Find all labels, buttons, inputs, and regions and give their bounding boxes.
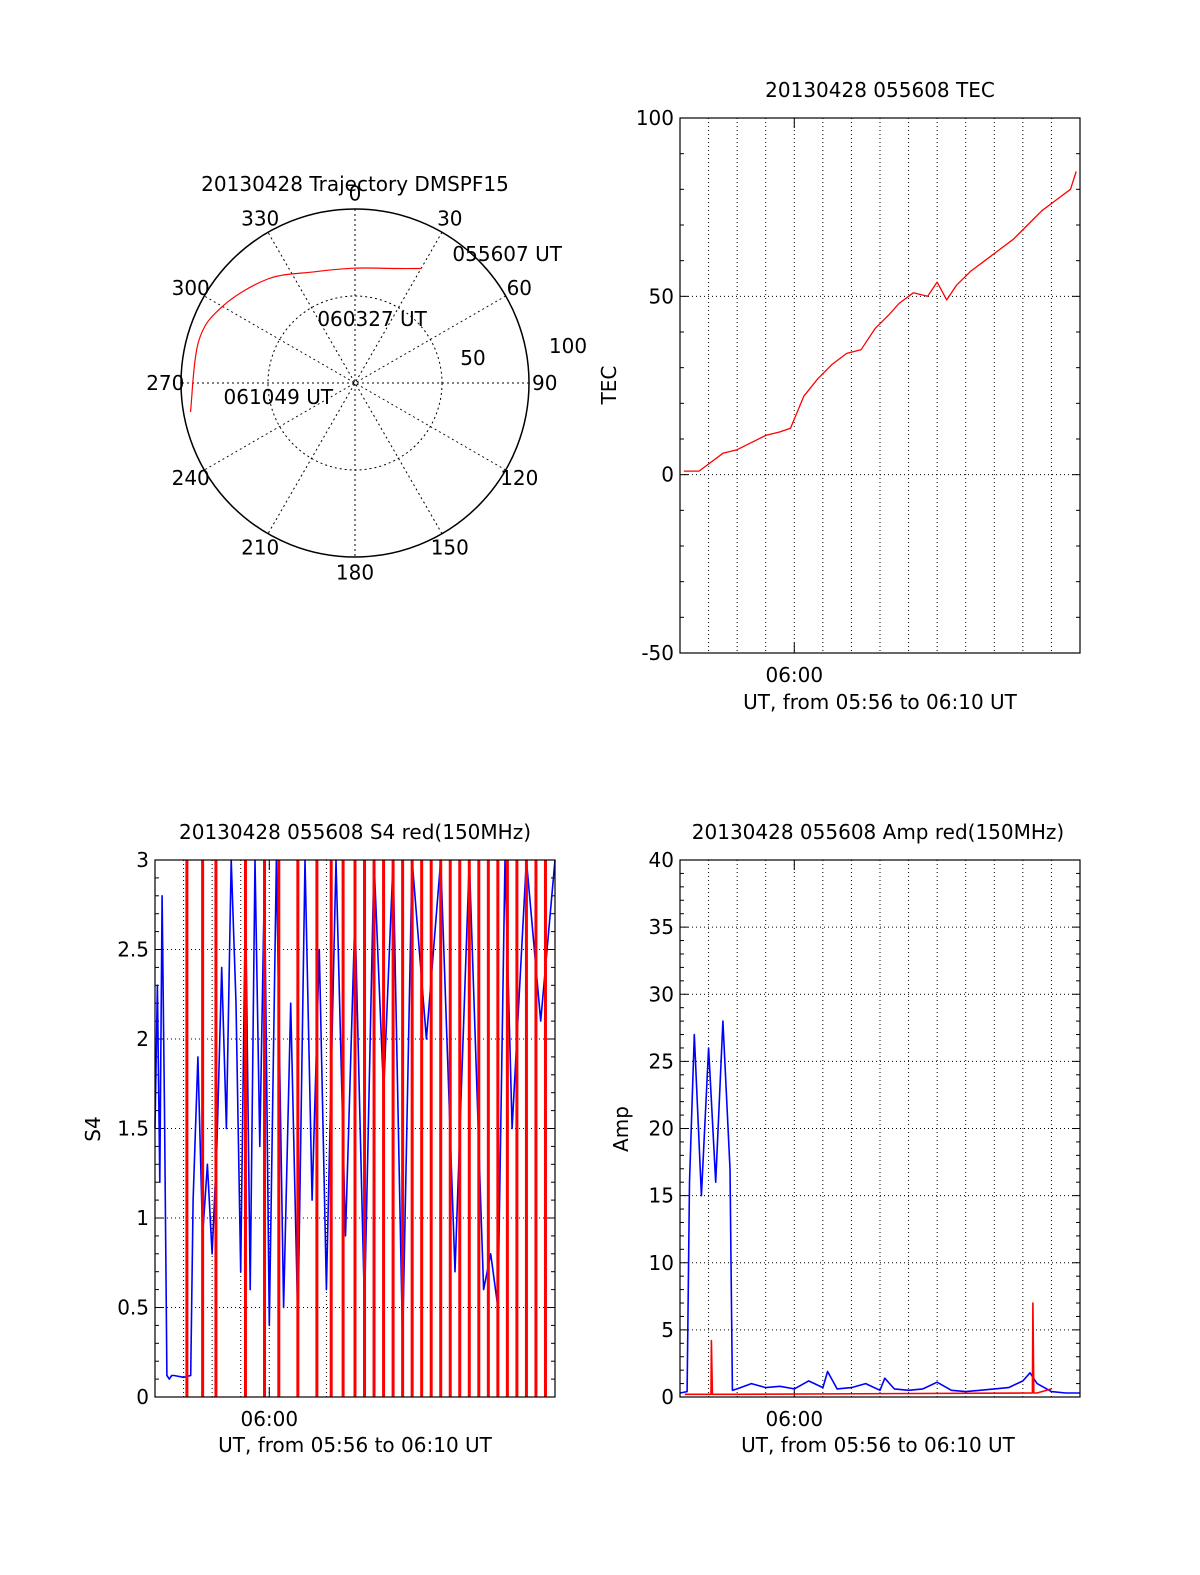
s4-y-tick-label: 2 bbox=[136, 1027, 149, 1051]
s4-y-tick-label: 0 bbox=[136, 1385, 149, 1409]
azimuth-label-330: 330 bbox=[241, 207, 279, 231]
s4-x-axis-label: UT, from 05:56 to 06:10 UT bbox=[218, 1433, 493, 1457]
s4-y-tick-label: 2.5 bbox=[117, 938, 149, 962]
s4-y-tick-label: 1.5 bbox=[117, 1117, 149, 1141]
trajectory-mid-label: 060327 UT bbox=[317, 307, 427, 331]
amp-title: 20130428 055608 Amp red(150MHz) bbox=[692, 820, 1064, 844]
amp-y-tick-label: 30 bbox=[649, 982, 674, 1006]
s4-y-axis-label: S4 bbox=[81, 1116, 105, 1141]
amp-series-red bbox=[684, 1302, 1052, 1396]
s4-title: 20130428 055608 S4 red(150MHz) bbox=[179, 820, 531, 844]
s4-y-tick-label: 1 bbox=[136, 1206, 149, 1230]
tec-series-red bbox=[683, 171, 1077, 472]
polar-spoke bbox=[267, 232, 443, 534]
amp-y-tick-label: 0 bbox=[661, 1385, 674, 1409]
tec-y-tick-label: 0 bbox=[661, 463, 674, 487]
trajectory-plot: 20130428 Trajectory DMSPF15 0 30 60 90 1… bbox=[146, 172, 587, 585]
amp-y-tick-label: 10 bbox=[649, 1251, 674, 1275]
radius-label-50: 50 bbox=[460, 346, 485, 370]
s4-y-tick-label: 3 bbox=[136, 848, 149, 872]
radius-label-100: 100 bbox=[549, 334, 587, 358]
tec-y-axis-label: TEC bbox=[597, 366, 621, 406]
tec-plot: 20130428 055608 TEC -50 0 50 100 06:00 U… bbox=[597, 78, 1081, 714]
azimuth-label-270: 270 bbox=[146, 371, 184, 395]
azimuth-label-150: 150 bbox=[431, 535, 469, 559]
azimuth-label-30: 30 bbox=[437, 207, 462, 231]
azimuth-label-180: 180 bbox=[336, 561, 374, 585]
amp-x-axis-label: UT, from 05:56 to 06:10 UT bbox=[741, 1433, 1016, 1457]
tec-y-tick-label: 100 bbox=[636, 106, 674, 130]
amp-plot-frame bbox=[679, 859, 1081, 1398]
trajectory-end-label: 061049 UT bbox=[224, 385, 334, 409]
amp-plot: 20130428 055608 Amp red(150MHz) 0 5 10 1… bbox=[609, 820, 1081, 1457]
azimuth-label-0: 0 bbox=[349, 181, 362, 205]
amp-y-tick-label: 35 bbox=[649, 915, 674, 939]
azimuth-label-120: 120 bbox=[500, 466, 538, 490]
polar-spoke bbox=[267, 232, 443, 534]
amp-y-tick-label: 20 bbox=[649, 1117, 674, 1141]
s4-plot: 20130428 055608 S4 red(150MHz) 0 0.5 1 1… bbox=[81, 820, 556, 1457]
azimuth-label-300: 300 bbox=[172, 276, 210, 300]
azimuth-label-210: 210 bbox=[241, 535, 279, 559]
tec-y-tick-label: -50 bbox=[641, 641, 674, 665]
trajectory-title: 20130428 Trajectory DMSPF15 bbox=[201, 172, 509, 196]
tec-plot-frame bbox=[679, 117, 1081, 654]
amp-y-tick-label: 25 bbox=[649, 1049, 674, 1073]
amp-y-tick-label: 40 bbox=[649, 848, 674, 872]
azimuth-label-60: 60 bbox=[507, 276, 532, 300]
amp-y-tick-label: 15 bbox=[649, 1184, 674, 1208]
amp-x-tick-label: 06:00 bbox=[765, 1407, 823, 1431]
trajectory-track bbox=[189, 267, 422, 413]
tec-title: 20130428 055608 TEC bbox=[765, 78, 995, 102]
amp-y-tick-label: 5 bbox=[661, 1318, 674, 1342]
trajectory-start-label: 055607 UT bbox=[452, 242, 562, 266]
azimuth-label-240: 240 bbox=[172, 466, 210, 490]
s4-y-tick-label: 0.5 bbox=[117, 1296, 149, 1320]
s4-plot-frame bbox=[154, 859, 556, 1398]
azimuth-label-90: 90 bbox=[532, 371, 557, 395]
amp-y-axis-label: Amp bbox=[609, 1106, 633, 1152]
tec-x-axis-label: UT, from 05:56 to 06:10 UT bbox=[743, 690, 1018, 714]
amp-series-blue bbox=[679, 1020, 1080, 1394]
tec-x-tick-label: 06:00 bbox=[765, 663, 823, 687]
s4-x-tick-label: 06:00 bbox=[240, 1407, 298, 1431]
tec-y-tick-label: 50 bbox=[649, 284, 674, 308]
